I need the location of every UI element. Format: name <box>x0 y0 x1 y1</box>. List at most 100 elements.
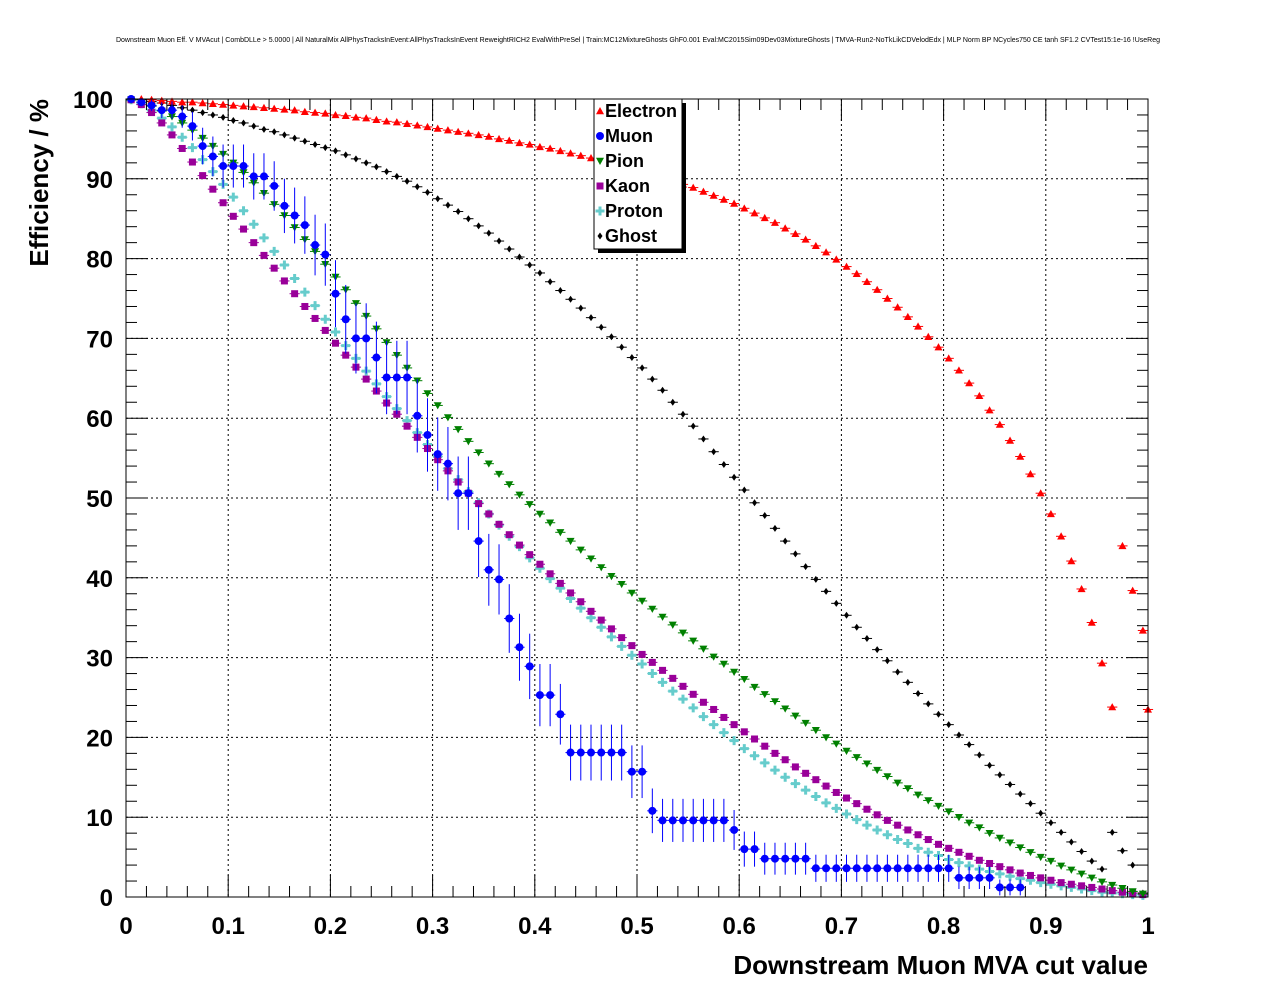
proton-point <box>566 594 576 604</box>
ghost-point <box>905 678 911 686</box>
kaon-point <box>914 831 922 839</box>
electron-point <box>464 129 473 137</box>
muon-point <box>638 767 647 776</box>
electron-point <box>760 213 769 222</box>
electron-point <box>944 354 953 362</box>
electron-point <box>1006 436 1015 444</box>
y-tick-label: 70 <box>86 326 113 353</box>
kaon-point <box>638 650 646 658</box>
proton-point <box>637 659 647 669</box>
pion-point <box>760 691 769 699</box>
electron-point <box>290 106 299 114</box>
kaon-point <box>301 302 309 310</box>
muon-point <box>372 353 381 362</box>
ghost-point <box>854 623 860 631</box>
kaon-point <box>781 756 789 764</box>
kaon-point <box>311 314 319 322</box>
kaon-point <box>546 570 554 578</box>
kaon-point <box>761 742 769 750</box>
electron-point <box>474 130 483 139</box>
kaon-point <box>475 500 483 508</box>
ghost-point <box>1130 861 1136 869</box>
electron-point <box>188 98 197 106</box>
muon-point <box>883 864 892 873</box>
ghost-point <box>1109 828 1115 836</box>
electron-point <box>198 98 207 107</box>
proton-point <box>647 669 657 679</box>
pion-point <box>464 438 473 446</box>
proton-point <box>1005 871 1015 881</box>
pion-point <box>914 791 923 799</box>
muon-point <box>392 373 401 382</box>
legend-marker-kaon <box>596 182 604 190</box>
pion-point <box>668 621 677 629</box>
kaon-point <box>1006 866 1014 874</box>
pion-point <box>423 390 432 398</box>
kaon-point <box>669 674 677 682</box>
legend-entries: Electron Muon Pion Kaon Proton Ghost <box>595 101 677 246</box>
pion-point <box>597 564 606 572</box>
pion-point <box>719 660 728 668</box>
proton-point <box>852 815 862 825</box>
ghost-point <box>670 398 676 406</box>
kaon-point <box>607 625 615 633</box>
muon-point <box>454 489 463 498</box>
muon-point <box>351 334 360 343</box>
kaon-point <box>1026 871 1034 879</box>
x-tick-label: 0.9 <box>1029 913 1062 940</box>
x-tick-label: 0 <box>119 913 132 940</box>
proton-point <box>831 803 841 813</box>
y-tick-label: 40 <box>86 566 113 593</box>
ghost-point <box>506 245 512 253</box>
kaon-point <box>260 251 268 259</box>
muon-point <box>975 873 984 882</box>
electron-point <box>525 140 534 148</box>
x-tick-label: 0.5 <box>620 913 653 940</box>
muon-point <box>341 315 350 324</box>
kaon-point <box>955 848 963 856</box>
ghost-point <box>782 537 788 545</box>
kaon-point <box>240 225 248 233</box>
proton-point <box>801 785 811 795</box>
proton-point <box>729 736 739 746</box>
pion-point <box>883 773 892 781</box>
ghost-point <box>353 155 359 163</box>
kaon-point <box>536 560 544 568</box>
ghost-point <box>527 261 533 269</box>
series-muon <box>126 95 1026 896</box>
ghost-point <box>639 364 645 372</box>
electron-point <box>1077 584 1086 593</box>
ghost-point <box>752 499 758 507</box>
pion-point <box>566 537 575 546</box>
legend-box <box>593 98 683 250</box>
kaon-point <box>730 721 738 729</box>
pion-point <box>495 470 504 479</box>
pion-point <box>556 529 565 537</box>
kaon-point <box>1098 885 1106 893</box>
muon-point <box>403 373 412 382</box>
x-tick-label: 0.6 <box>723 913 756 940</box>
kaon-point <box>1016 869 1024 877</box>
ghost-point <box>1058 828 1064 836</box>
ghost-point <box>987 761 993 769</box>
y-tick-label: 100 <box>73 87 113 114</box>
kaon-point <box>659 666 667 674</box>
ghost-point <box>230 117 236 125</box>
electron-point <box>1046 509 1055 518</box>
muon-point <box>208 152 217 161</box>
muon-point <box>495 575 504 584</box>
proton-point <box>760 758 770 768</box>
kaon-point <box>771 749 779 757</box>
kaon-point <box>975 856 983 864</box>
pion-point <box>1087 874 1096 882</box>
pion-point <box>1108 881 1117 890</box>
pion-point <box>954 814 963 822</box>
electron-point <box>1026 470 1035 478</box>
ghost-point <box>680 410 686 418</box>
ghost-point <box>700 435 706 443</box>
x-tick-label: 0.2 <box>314 913 347 940</box>
electron-point <box>167 97 176 105</box>
electron-point <box>934 343 943 351</box>
muon-point <box>832 864 841 873</box>
electron-point <box>157 96 166 104</box>
